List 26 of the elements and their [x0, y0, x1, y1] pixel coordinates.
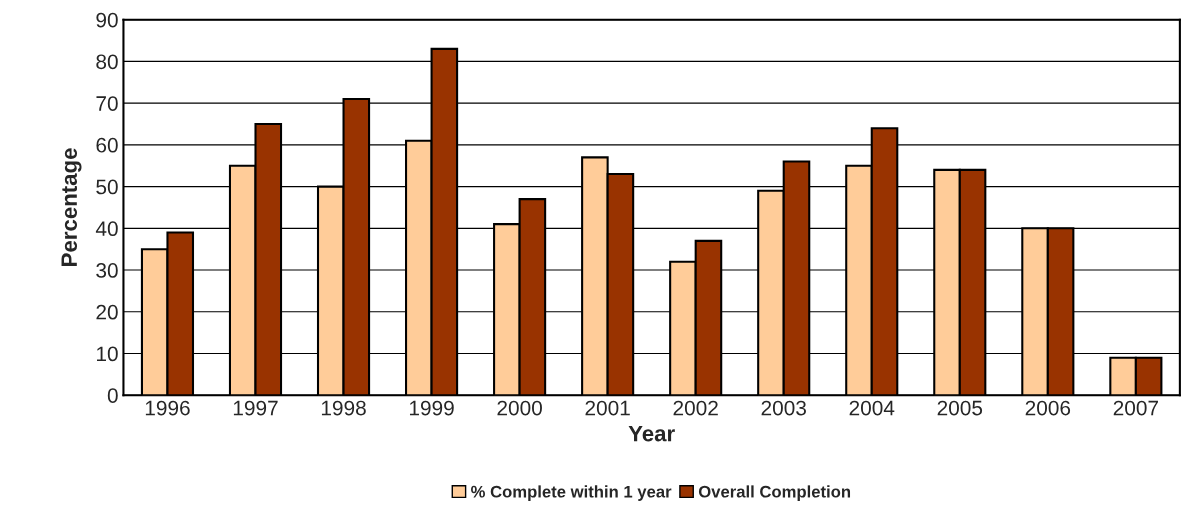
x-tick-label: 2006: [1025, 400, 1071, 416]
y-tick-label: 20: [96, 304, 118, 320]
y-tick-label: 80: [96, 54, 118, 70]
x-tick-label: 2003: [761, 400, 806, 416]
y-axis-title: Percentage: [61, 148, 82, 266]
y-tick-label: 60: [96, 137, 118, 153]
y-tick-label: 10: [97, 346, 118, 362]
y-tick-label: 70: [96, 96, 118, 111]
legend-label: % Complete within 1 year: [471, 485, 672, 501]
x-tick-label: 2005: [937, 400, 983, 416]
y-tick-label: 90: [96, 12, 118, 28]
y-tick-label: 30: [96, 263, 118, 278]
x-tick-label: 1997: [233, 400, 278, 416]
x-tick-label: 2004: [849, 400, 895, 416]
x-tick-label: 1999: [409, 400, 454, 416]
x-tick-label: 1998: [321, 400, 366, 416]
x-tick-label: 2000: [497, 400, 542, 416]
y-tick-label: 0: [107, 388, 118, 403]
x-tick-label: 2001: [585, 400, 630, 416]
x-axis-title: Year: [628, 425, 675, 442]
y-tick-label: 40: [95, 221, 118, 237]
y-tick-label: 50: [96, 179, 118, 195]
x-tick-label: 2007: [1113, 400, 1158, 416]
legend-label: Overall Completion: [698, 485, 851, 501]
x-tick-label: 1996: [145, 400, 190, 416]
x-tick-label: 2002: [673, 400, 718, 416]
